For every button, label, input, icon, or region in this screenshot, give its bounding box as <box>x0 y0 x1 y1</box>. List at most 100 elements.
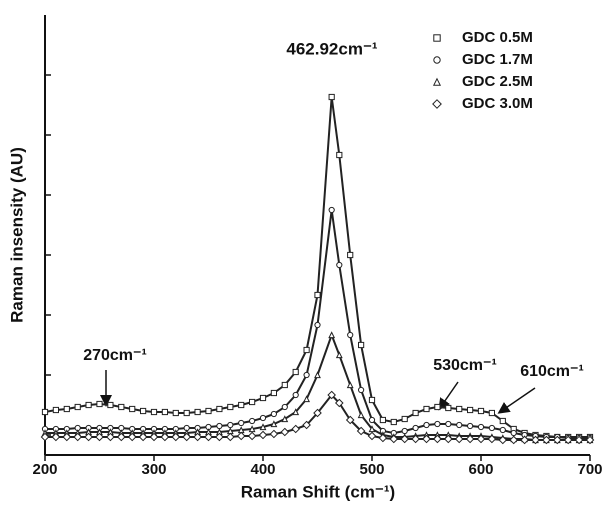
annotation: 462.92cm⁻¹ <box>286 39 378 58</box>
data-point <box>204 432 213 442</box>
data-point <box>259 423 267 431</box>
arrow <box>438 381 459 411</box>
data-point <box>96 400 103 408</box>
data-point <box>127 432 137 442</box>
data-point <box>270 410 277 418</box>
data-point <box>140 407 147 415</box>
data-point <box>346 381 354 389</box>
data-point <box>412 409 419 417</box>
data-point <box>477 423 485 431</box>
data-point <box>467 406 474 414</box>
data-point <box>390 418 397 426</box>
data-point <box>368 416 376 424</box>
legend-label: GDC 3.0M <box>462 95 533 112</box>
data-point <box>509 435 519 445</box>
annotation: 270cm⁻¹ <box>83 347 147 364</box>
data-point <box>445 420 452 428</box>
data-point <box>216 422 223 430</box>
data-point <box>389 434 399 444</box>
annotation: 530cm⁻¹ <box>433 357 497 374</box>
legend-label: GDC 1.7M <box>462 51 533 68</box>
data-point <box>281 381 288 389</box>
x-tick-label: 600 <box>468 461 493 478</box>
data-point <box>456 421 463 429</box>
data-point <box>227 421 234 429</box>
data-point <box>357 411 365 419</box>
data-point <box>238 419 245 427</box>
data-point <box>456 405 463 413</box>
data-point <box>149 432 159 442</box>
data-point <box>510 429 517 437</box>
data-point <box>499 417 506 425</box>
data-point <box>347 331 354 339</box>
data-point <box>193 432 202 442</box>
data-point <box>328 331 336 339</box>
data-point <box>280 427 290 437</box>
data-point <box>499 426 506 434</box>
data-point <box>412 424 419 432</box>
data-point <box>249 398 256 406</box>
legend-marker <box>433 34 441 42</box>
data-point <box>259 394 267 402</box>
data-point <box>302 420 311 430</box>
data-point <box>465 434 475 444</box>
data-point <box>433 434 442 444</box>
data-point <box>292 368 299 376</box>
data-point <box>401 427 408 435</box>
data-point <box>249 417 256 425</box>
data-point <box>336 261 343 269</box>
data-point <box>423 405 430 413</box>
data-point <box>498 435 508 445</box>
data-point <box>477 407 485 415</box>
legend-marker <box>432 99 442 109</box>
data-point <box>74 403 81 411</box>
data-point <box>52 406 59 414</box>
data-point <box>236 431 246 441</box>
data-point <box>51 432 61 442</box>
data-point <box>258 430 268 440</box>
data-point <box>62 432 72 442</box>
data-point <box>487 434 497 444</box>
data-point <box>335 351 343 359</box>
data-point <box>106 432 115 442</box>
data-point <box>183 409 190 417</box>
data-point <box>434 403 441 411</box>
x-tick-label: 400 <box>250 461 275 478</box>
data-point <box>291 424 301 434</box>
data-point <box>313 408 322 418</box>
data-point <box>411 434 420 444</box>
data-point <box>379 416 386 424</box>
data-point <box>116 432 126 442</box>
data-point <box>367 431 377 441</box>
data-point <box>205 407 212 415</box>
data-point <box>40 432 50 442</box>
data-point <box>73 432 83 442</box>
data-point <box>172 409 179 417</box>
annotation: 610cm⁻¹ <box>520 363 584 380</box>
data-point <box>328 206 335 214</box>
data-point <box>303 395 311 403</box>
data-point <box>358 386 365 394</box>
data-point <box>107 401 114 409</box>
data-point <box>563 435 573 445</box>
data-point <box>574 435 584 445</box>
data-point <box>314 321 321 329</box>
y-axis-title: Raman insensity (AU) <box>7 147 26 323</box>
data-point <box>129 405 136 413</box>
data-point <box>443 434 453 444</box>
data-point <box>248 425 256 433</box>
data-point <box>378 433 388 443</box>
data-point <box>336 151 343 159</box>
data-point <box>345 415 355 425</box>
data-point <box>227 403 234 411</box>
data-point <box>150 408 158 416</box>
data-point <box>41 408 49 416</box>
data-point <box>215 432 224 442</box>
data-point <box>118 403 125 411</box>
data-point <box>454 434 464 444</box>
data-point <box>314 291 321 299</box>
data-point <box>400 434 410 444</box>
x-tick-label: 300 <box>141 461 166 478</box>
data-point <box>531 435 540 445</box>
